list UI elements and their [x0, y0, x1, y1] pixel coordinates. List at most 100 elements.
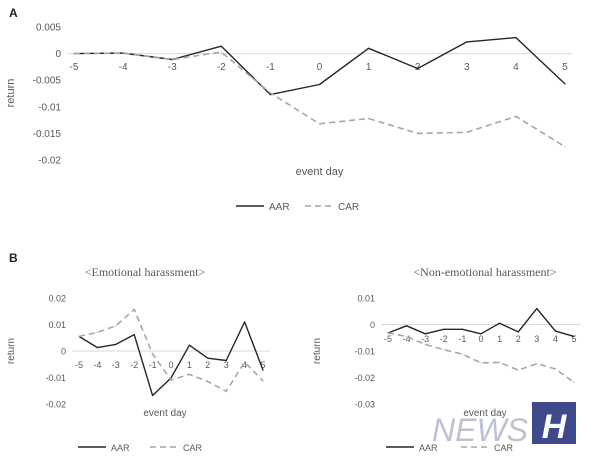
- chart-title: <Non-emotional harassment>: [413, 265, 556, 279]
- x-tick-label: -1: [458, 334, 466, 344]
- y-tick-label: 0.005: [36, 23, 61, 34]
- data-point-car: [499, 361, 501, 363]
- data-point-car: [406, 335, 408, 338]
- x-tick-label: 4: [553, 334, 558, 344]
- legend-aar-label: AAR: [269, 202, 290, 213]
- y-tick-label: -0.02: [45, 400, 66, 410]
- data-point-car: [536, 363, 538, 365]
- data-point-aar: [96, 346, 98, 349]
- data-point-car: [417, 132, 419, 134]
- data-point-aar: [368, 47, 370, 49]
- data-point-aar: [461, 328, 463, 330]
- x-tick-label: -3: [421, 334, 429, 344]
- x-tick-label: -5: [384, 334, 392, 344]
- watermark: NEWS H: [432, 402, 576, 448]
- data-point-car: [244, 361, 246, 363]
- data-point-car: [573, 381, 575, 383]
- data-point-car: [133, 308, 135, 310]
- data-point-aar: [536, 308, 538, 310]
- x-tick-label: 1: [366, 62, 372, 73]
- x-tick-label: -5: [70, 62, 79, 73]
- x-tick-label: 4: [242, 360, 247, 370]
- data-point-car: [220, 51, 222, 53]
- data-point-car: [564, 146, 566, 148]
- x-tick-label: 3: [224, 360, 229, 370]
- data-point-aar: [499, 322, 501, 324]
- x-axis-label: event day: [296, 166, 344, 178]
- data-point-car: [171, 58, 173, 61]
- y-tick-label: -0.01: [45, 373, 66, 383]
- data-point-aar: [406, 325, 408, 327]
- y-tick-label: 0.01: [48, 320, 66, 330]
- y-axis-label: return: [312, 338, 323, 364]
- y-axis-label: return: [6, 338, 17, 364]
- x-tick-label: -2: [440, 334, 448, 344]
- data-point-aar: [443, 328, 445, 330]
- data-point-aar: [515, 37, 517, 39]
- legend-aar-label: AAR: [419, 443, 438, 453]
- x-axis-label: event day: [143, 408, 186, 419]
- y-tick-label: -0.01: [38, 102, 61, 113]
- data-point-aar: [115, 343, 117, 345]
- data-point-aar: [417, 67, 419, 70]
- series-line-aar: [387, 307, 575, 338]
- legend-car-label: CAR: [183, 443, 203, 453]
- legend-aar-label: AAR: [111, 443, 130, 453]
- data-point-car: [443, 349, 445, 351]
- legend-car-label: CAR: [494, 443, 514, 453]
- data-point-car: [368, 117, 370, 120]
- y-tick-label: -0.005: [33, 76, 62, 87]
- x-tick-label: 3: [534, 334, 539, 344]
- y-tick-label: -0.03: [354, 400, 375, 410]
- data-point-aar: [564, 83, 566, 85]
- x-tick-label: 2: [516, 334, 521, 344]
- x-tick-label: -5: [75, 360, 83, 370]
- series-line-car: [387, 332, 575, 383]
- panel-label-a: A: [9, 6, 18, 20]
- data-point-car: [318, 123, 321, 125]
- data-point-aar: [220, 45, 222, 47]
- data-point-car: [461, 353, 463, 355]
- data-point-car: [188, 373, 190, 375]
- data-point-car: [269, 92, 271, 94]
- data-point-aar: [225, 359, 227, 362]
- x-tick-label: -2: [217, 62, 226, 73]
- data-point-car: [170, 379, 172, 381]
- legend-car-label: CAR: [338, 202, 359, 213]
- data-point-aar: [554, 330, 557, 332]
- x-tick-label: 1: [497, 334, 502, 344]
- x-tick-label: 2: [205, 360, 210, 370]
- y-tick-label: 0.02: [48, 294, 66, 304]
- data-point-car: [517, 369, 519, 371]
- y-tick-label: -0.01: [354, 347, 375, 357]
- data-point-aar: [517, 331, 519, 333]
- data-point-aar: [466, 41, 468, 43]
- y-axis-label: return: [5, 79, 17, 108]
- y-tick-label: 0.01: [357, 294, 375, 304]
- x-tick-label: 5: [260, 360, 265, 370]
- x-tick-label: 5: [562, 62, 568, 73]
- x-tick-label: 0: [168, 360, 173, 370]
- data-point-car: [466, 131, 468, 133]
- data-point-aar: [269, 93, 271, 96]
- data-point-aar: [318, 83, 321, 86]
- data-point-aar: [424, 333, 426, 335]
- data-point-car: [225, 390, 227, 392]
- data-point-aar: [133, 333, 135, 336]
- y-tick-label: -0.02: [38, 156, 61, 167]
- watermark-letter: H: [542, 408, 568, 446]
- data-point-aar: [262, 369, 264, 371]
- x-tick-label: 5: [571, 334, 576, 344]
- x-tick-label: -2: [130, 360, 138, 370]
- data-point-aar: [188, 344, 190, 346]
- data-point-car: [554, 368, 557, 370]
- data-point-aar: [573, 335, 575, 338]
- x-tick-label: -3: [112, 360, 120, 370]
- x-tick-label: 1: [187, 360, 192, 370]
- series-line-aar: [78, 321, 264, 397]
- chart-title: <Emotional harassment>: [85, 265, 206, 279]
- data-point-car: [387, 332, 389, 334]
- data-point-car: [122, 52, 124, 54]
- x-tick-label: -4: [119, 62, 128, 73]
